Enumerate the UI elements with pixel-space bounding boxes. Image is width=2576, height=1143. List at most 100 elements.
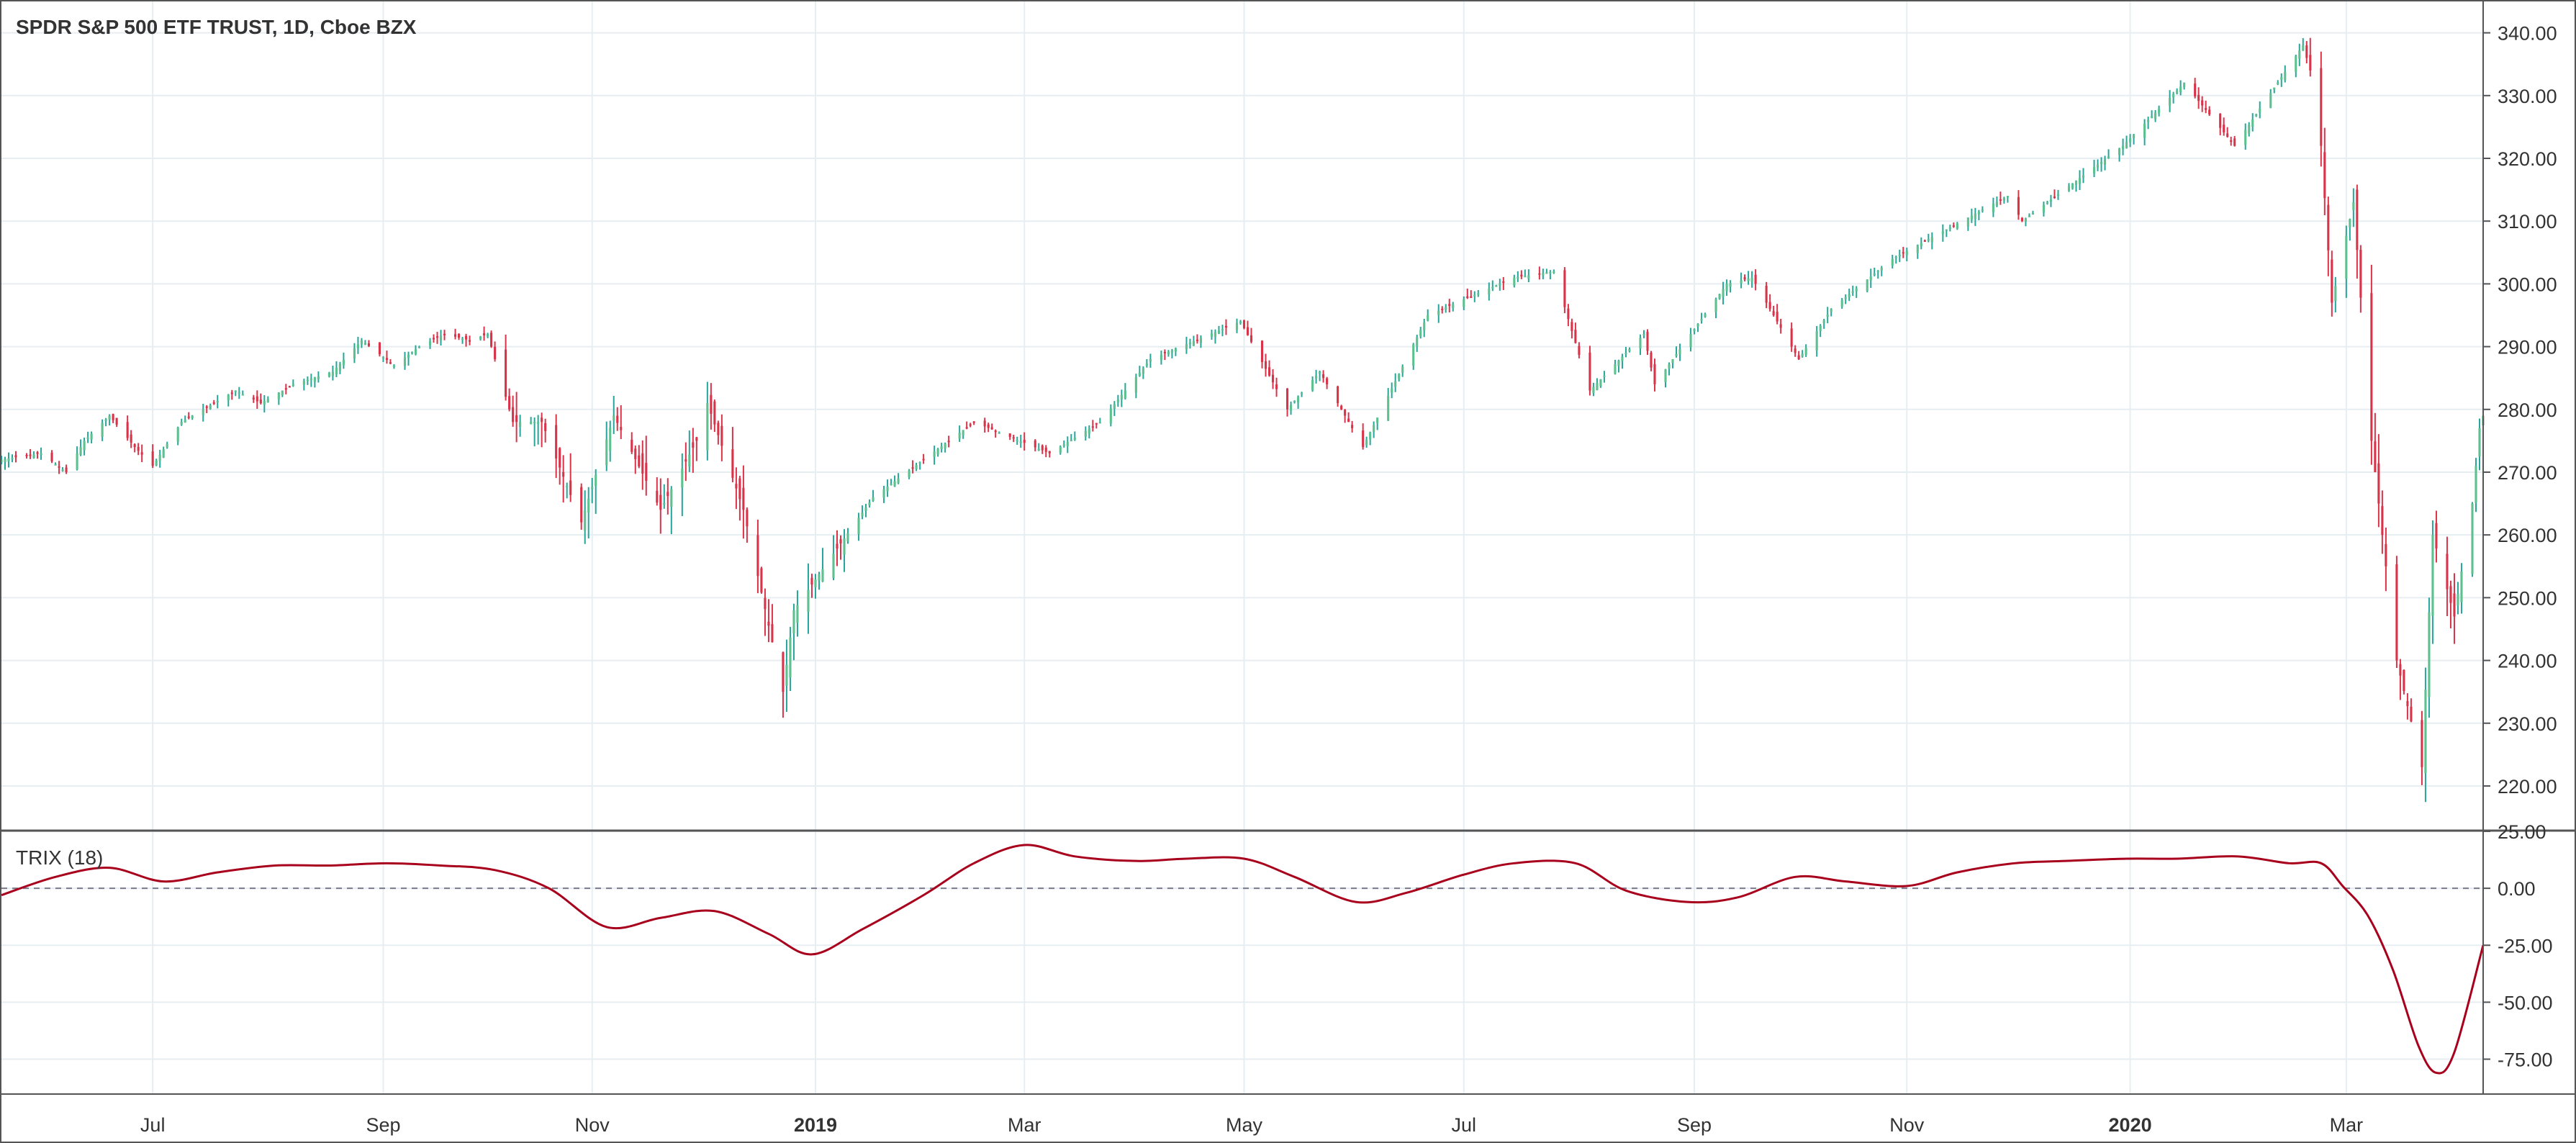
price-axis[interactable]: 220.00 230.00 240.00 250.00 260.00 270.00 280.… — [2483, 23, 2557, 1071]
candle — [162, 446, 165, 458]
candle — [936, 448, 939, 457]
candle — [785, 639, 788, 713]
candle-body — [1448, 304, 1451, 306]
candle-body — [746, 510, 749, 527]
candle-body — [191, 415, 194, 419]
candle-body — [1794, 348, 1797, 353]
candle — [2374, 412, 2377, 473]
candle — [559, 447, 561, 485]
candle — [490, 330, 493, 348]
candle — [1916, 244, 1919, 259]
candle — [2352, 188, 2355, 227]
candle — [544, 418, 547, 443]
candle-body — [461, 338, 464, 340]
candle — [367, 340, 370, 348]
candle — [1242, 320, 1246, 330]
candle — [1477, 289, 1480, 297]
candle — [2219, 113, 2222, 135]
candle-body — [1037, 448, 1040, 451]
candle-body — [998, 432, 1000, 434]
candle-body — [363, 343, 366, 345]
candle — [1419, 327, 1422, 339]
candle-body — [2129, 138, 2132, 143]
candle — [1041, 444, 1044, 454]
candle — [1445, 304, 1447, 313]
candle-body — [1012, 437, 1015, 439]
candle-body — [414, 349, 417, 355]
candle-body — [832, 554, 835, 578]
candle — [1073, 431, 1076, 441]
candle — [1819, 324, 1822, 338]
candle — [1369, 431, 1372, 446]
candle-body — [2277, 82, 2279, 85]
candle — [2143, 119, 2146, 145]
candle-body — [2471, 503, 2474, 574]
candle-body — [1362, 430, 1365, 448]
candle-body — [1387, 395, 1390, 421]
candle-body — [2017, 196, 2020, 215]
candle — [2020, 217, 2023, 222]
candle-body — [50, 452, 53, 462]
candle — [212, 399, 215, 405]
candle-body — [1653, 363, 1656, 384]
candle-body — [25, 454, 28, 456]
candle-body — [1804, 348, 1807, 356]
candle-body — [886, 486, 889, 492]
candle — [2169, 90, 2171, 112]
candle — [1866, 279, 1868, 293]
candle-body — [216, 401, 219, 403]
candle-body — [1553, 271, 1555, 274]
candle-body — [1844, 297, 1847, 299]
candle-body — [1524, 276, 1527, 278]
candle — [338, 361, 341, 374]
candle — [1545, 268, 1548, 274]
candle — [288, 385, 291, 388]
candle-body — [990, 427, 993, 430]
candle-body — [1920, 243, 1922, 246]
candle-body — [335, 368, 338, 374]
candle-body — [205, 406, 208, 408]
candle — [1596, 378, 1599, 391]
candle-body — [659, 494, 662, 510]
candle-body — [1790, 328, 1793, 347]
candle — [1714, 297, 1717, 319]
candle — [317, 371, 320, 383]
candle — [1088, 425, 1090, 439]
candle — [1574, 322, 1577, 344]
candle-body — [4, 458, 6, 463]
candle — [1502, 276, 1505, 290]
candle — [1696, 322, 1699, 333]
candle-body — [2223, 125, 2225, 132]
candle-body — [252, 397, 255, 400]
candle — [1927, 233, 1930, 243]
candle-body — [1639, 338, 1642, 349]
candle — [587, 487, 590, 539]
candle-body — [1545, 272, 1548, 274]
candle-body — [2067, 186, 2071, 191]
candle-body — [796, 605, 799, 623]
candle — [79, 439, 82, 456]
candle — [1437, 304, 1440, 323]
candle — [234, 390, 237, 397]
candle — [1750, 271, 1753, 288]
candle — [1495, 284, 1498, 287]
candle-body — [1264, 361, 1267, 369]
candle-body — [2331, 259, 2333, 303]
candle — [1337, 385, 1339, 407]
time-axis[interactable]: Jul Sep Nov 2019 Mar May Jul Sep Nov 2020 Mar — [140, 1114, 2363, 1136]
candle-body — [1452, 304, 1455, 308]
candle — [2359, 245, 2362, 313]
candle — [638, 445, 641, 469]
candle — [2280, 73, 2283, 87]
time-tick-label: Mar — [1008, 1114, 1041, 1136]
candle — [1718, 293, 1721, 300]
candle-body — [670, 489, 673, 507]
candle-body — [1319, 371, 1321, 374]
candle — [292, 379, 294, 387]
candle — [537, 415, 540, 445]
candle — [1091, 420, 1094, 432]
candle-body — [684, 459, 687, 462]
candle — [1167, 350, 1170, 357]
